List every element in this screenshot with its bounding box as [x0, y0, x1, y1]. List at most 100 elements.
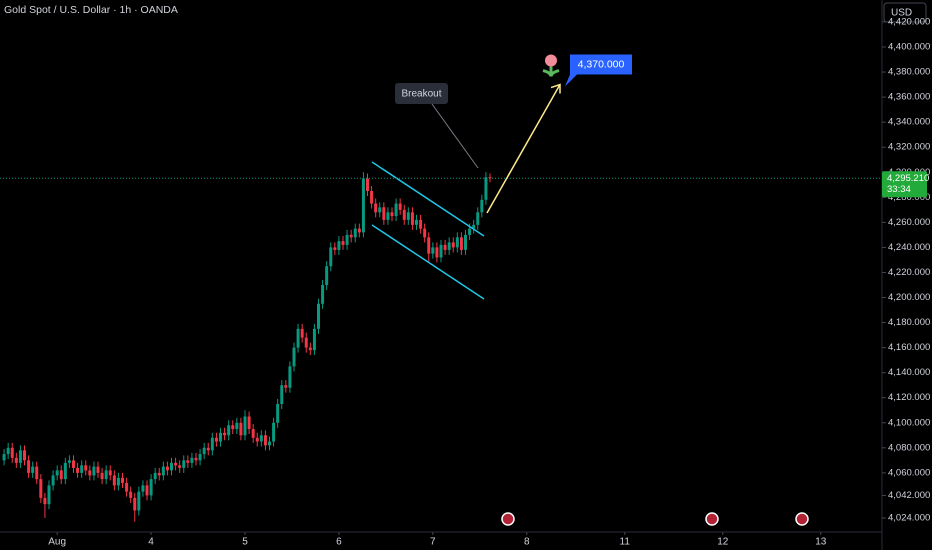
candle-body — [125, 482, 129, 492]
x-tick-label: Aug — [48, 537, 66, 548]
candle-body — [88, 470, 92, 476]
breakout-label: Breakout — [401, 89, 441, 100]
channel-upper — [371, 161, 485, 237]
last-price-label: 4,295.210 — [887, 173, 929, 184]
candle-body — [35, 466, 39, 480]
candle-body — [296, 328, 300, 348]
candle-body — [484, 177, 488, 200]
candle-body — [6, 447, 10, 455]
candle-body — [157, 472, 161, 476]
candle-body — [423, 228, 427, 238]
candle-body — [210, 437, 214, 451]
candle-body — [39, 479, 43, 498]
candle-body — [361, 178, 365, 233]
candle-body — [247, 416, 251, 430]
y-tick-label: 4,024.000 — [888, 512, 930, 523]
candle-body — [308, 347, 312, 351]
candle-body — [80, 465, 84, 473]
target-arrow — [486, 84, 561, 214]
currency-button-box — [883, 2, 927, 23]
candle-body — [406, 212, 410, 220]
candle-body — [43, 497, 47, 505]
candle-body — [443, 244, 447, 250]
candle-body — [14, 457, 18, 463]
candle-body — [186, 460, 190, 463]
candle-body — [112, 475, 116, 486]
candle-body — [427, 237, 431, 254]
target-arrowhead — [550, 83, 561, 94]
candle-body — [349, 234, 353, 238]
candle-body — [198, 454, 202, 461]
candle-body — [55, 470, 59, 476]
candle-body — [18, 450, 22, 463]
candle-body — [100, 472, 104, 480]
event-icon — [501, 512, 515, 526]
candle-body — [10, 447, 14, 458]
candle-body — [435, 247, 439, 258]
candle-body — [394, 203, 398, 217]
candle-body — [251, 429, 255, 438]
candle-body — [341, 241, 345, 245]
candle-body — [402, 209, 406, 220]
candle-body — [390, 212, 394, 217]
candle-body — [178, 465, 182, 468]
y-tick-label: 4,380.000 — [888, 67, 930, 78]
breakout-pointer — [431, 103, 479, 169]
candle-body — [410, 212, 414, 225]
x-tick-label: 13 — [815, 537, 827, 548]
candle-body — [455, 237, 459, 248]
candle-body — [170, 462, 173, 471]
x-tick-label: 8 — [524, 537, 530, 548]
candle-body — [268, 441, 271, 446]
y-tick-label: 4,180.000 — [888, 317, 930, 328]
y-tick-label: 4,200.000 — [888, 292, 930, 303]
candle-body — [149, 479, 153, 496]
candle-body — [219, 432, 222, 442]
candle-body — [243, 416, 247, 436]
candle-body — [374, 203, 378, 213]
candle-body — [235, 422, 239, 430]
candle-body — [129, 491, 133, 498]
event-icon — [795, 512, 809, 526]
candle-body — [31, 466, 35, 473]
last-price-box — [882, 171, 927, 198]
y-tick-label: 4,260.000 — [888, 217, 930, 228]
candle-body — [263, 435, 267, 446]
currency-label[interactable]: USD — [891, 8, 912, 19]
candle-body — [333, 247, 337, 250]
candle-body — [370, 191, 374, 204]
x-tick-label: 5 — [242, 537, 248, 548]
target-box — [565, 54, 632, 87]
channel-lower — [371, 224, 485, 300]
candle-body — [419, 219, 423, 229]
candle-body — [378, 207, 382, 213]
candle-body — [92, 466, 96, 476]
candle-body — [345, 234, 349, 245]
candle-body — [280, 385, 284, 404]
candles — [2, 172, 492, 522]
candle-body — [104, 470, 108, 480]
y-tick-label: 4,340.000 — [888, 117, 930, 128]
candle-body — [431, 247, 435, 254]
candle-body — [223, 432, 227, 436]
candle-body — [321, 284, 325, 304]
candle-body — [329, 247, 333, 267]
candle-body — [317, 303, 320, 329]
x-tick-label: 6 — [336, 537, 342, 548]
candle-body — [2, 454, 6, 461]
currency-button[interactable]: USD — [883, 2, 927, 23]
candle-body — [51, 475, 55, 486]
candle-body — [415, 219, 418, 225]
candle-body — [182, 460, 186, 468]
candle-body — [202, 447, 206, 455]
candle-body — [366, 178, 369, 192]
candle-body — [259, 435, 263, 442]
candle-body — [23, 450, 26, 461]
candle-body — [231, 425, 235, 430]
candle-body — [312, 328, 316, 351]
candle-body — [480, 199, 484, 213]
candle-body — [153, 472, 157, 480]
x-tick-label: 7 — [430, 537, 436, 548]
candle-body — [72, 460, 75, 468]
